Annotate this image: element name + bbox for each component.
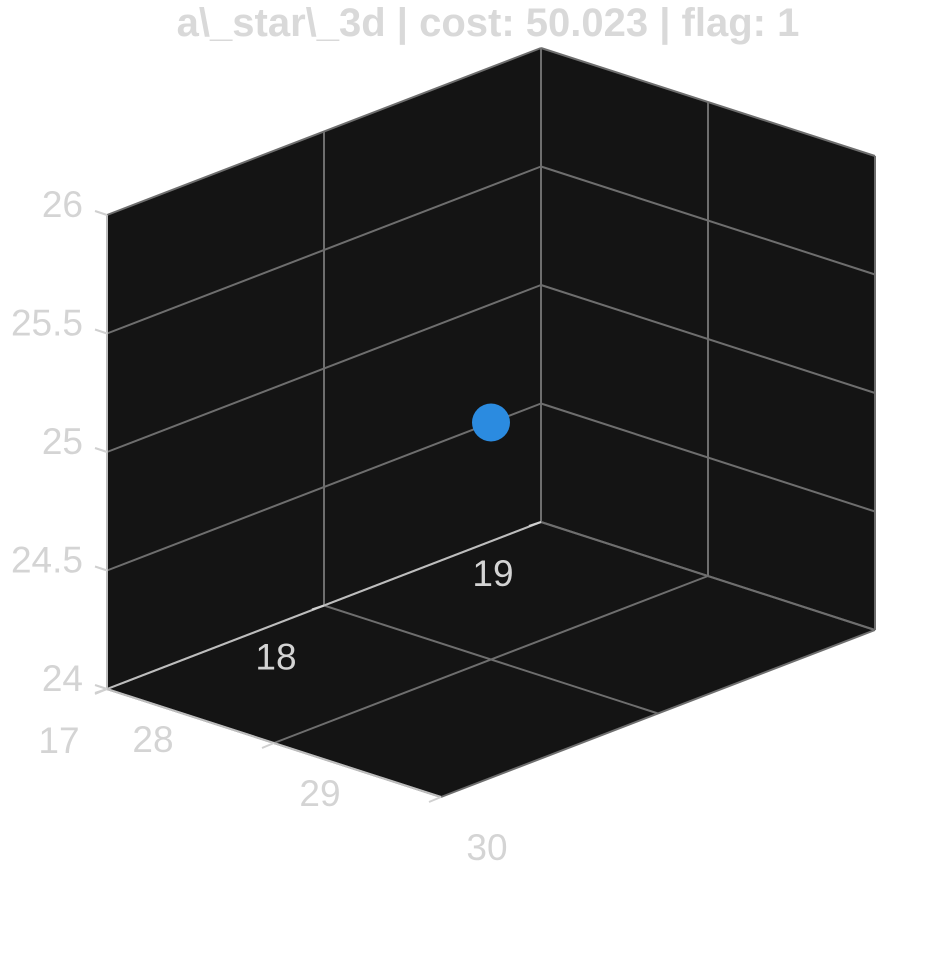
x-tick-label: 29 [299, 773, 340, 814]
y-tick-label: 18 [255, 637, 296, 678]
grid-line-z-left [106, 47, 542, 216]
data-points [472, 403, 510, 442]
z-tick-label: 25.5 [11, 303, 83, 344]
data-point [472, 403, 510, 442]
z-tick-mark [94, 328, 108, 335]
x-tick-mark [261, 742, 275, 749]
grid-line-z-right [540, 402, 876, 513]
z-tick-mark [94, 684, 108, 690]
z-axis: 24 24.5 25 25.5 26 [11, 184, 108, 699]
grid-line-z-left [106, 165, 542, 335]
z-tick-label: 24 [42, 658, 83, 699]
grid-line-z-right [540, 165, 876, 276]
y-tick-mark [311, 604, 325, 611]
z-tick-mark [94, 565, 108, 572]
z-tick-label: 25 [42, 421, 83, 462]
chart-title: a\_star\_3d | cost: 50.023 | flag: 1 [177, 1, 800, 45]
z-tick-label: 26 [42, 184, 83, 225]
x-tick-label: 28 [132, 719, 173, 760]
x-tick-label: 30 [466, 827, 507, 868]
x-axis: 28 29 30 [94, 688, 508, 868]
grid-line-y-floor [323, 604, 659, 715]
grid-line-z-left [106, 284, 542, 453]
grid-line-z-right [540, 47, 876, 157]
grid-line-z-right [540, 521, 876, 631]
y-tick-mark [94, 688, 108, 694]
y-tick-label: 19 [472, 553, 513, 594]
x-tick-mark [428, 796, 442, 803]
y-axis: 17 18 19 [38, 521, 542, 761]
grid-line-z-left [106, 402, 542, 572]
y-tick-label: 17 [38, 720, 79, 761]
z-tick-mark [94, 210, 108, 216]
grid-line-z-right [540, 284, 876, 394]
y-tick-mark [528, 521, 542, 527]
z-tick-label: 24.5 [11, 540, 83, 581]
z-tick-mark [94, 447, 108, 453]
